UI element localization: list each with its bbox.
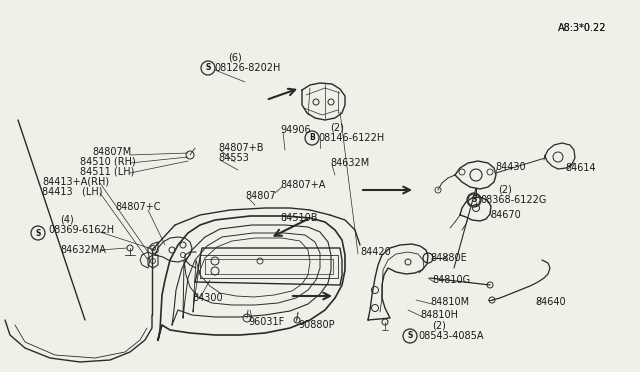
Text: (2): (2) (432, 321, 446, 331)
Text: 84810G: 84810G (432, 275, 470, 285)
Text: 84511 (LH): 84511 (LH) (80, 167, 134, 177)
Text: 84300: 84300 (192, 293, 223, 303)
Text: B: B (309, 134, 315, 142)
Text: 84632MA: 84632MA (60, 245, 106, 255)
Text: (2): (2) (498, 185, 512, 195)
Text: 94906: 94906 (280, 125, 310, 135)
Text: S: S (35, 228, 41, 237)
Text: S: S (471, 196, 477, 205)
Text: S: S (205, 64, 211, 73)
Text: (4): (4) (60, 215, 74, 225)
Text: 84640: 84640 (535, 297, 566, 307)
Text: 84807M: 84807M (92, 147, 131, 157)
Text: A8:3*0.22: A8:3*0.22 (558, 23, 607, 33)
Text: 08368-6122G: 08368-6122G (480, 195, 547, 205)
Text: (6): (6) (228, 53, 242, 63)
Text: 84510 (RH): 84510 (RH) (80, 157, 136, 167)
Text: 84413   (LH): 84413 (LH) (42, 187, 102, 197)
Text: 84807+B: 84807+B (218, 143, 264, 153)
Text: 84807+A: 84807+A (280, 180, 325, 190)
Text: 96031F: 96031F (248, 317, 284, 327)
Text: S: S (407, 331, 413, 340)
Text: 08543-4085A: 08543-4085A (418, 331, 483, 341)
Text: 84413+A(RH): 84413+A(RH) (42, 176, 109, 186)
Text: 84880E: 84880E (430, 253, 467, 263)
Text: 84553: 84553 (218, 153, 249, 163)
Text: 84810H: 84810H (420, 310, 458, 320)
Text: 08369-6162H: 08369-6162H (48, 225, 114, 235)
Text: 08146-6122H: 08146-6122H (318, 133, 384, 143)
Text: 84430: 84430 (495, 162, 525, 172)
Text: (2): (2) (330, 123, 344, 133)
Text: 08126-8202H: 08126-8202H (214, 63, 280, 73)
Text: 84420: 84420 (360, 247, 391, 257)
Text: 84807: 84807 (245, 191, 276, 201)
Text: 84810M: 84810M (430, 297, 469, 307)
Text: 84510B: 84510B (280, 213, 317, 223)
Text: 84807+C: 84807+C (115, 202, 161, 212)
Text: 84632M: 84632M (330, 158, 369, 168)
Text: 84614: 84614 (565, 163, 596, 173)
Text: A8:3*0.22: A8:3*0.22 (558, 23, 607, 33)
Text: 84670: 84670 (490, 210, 521, 220)
Text: 90880P: 90880P (298, 320, 335, 330)
